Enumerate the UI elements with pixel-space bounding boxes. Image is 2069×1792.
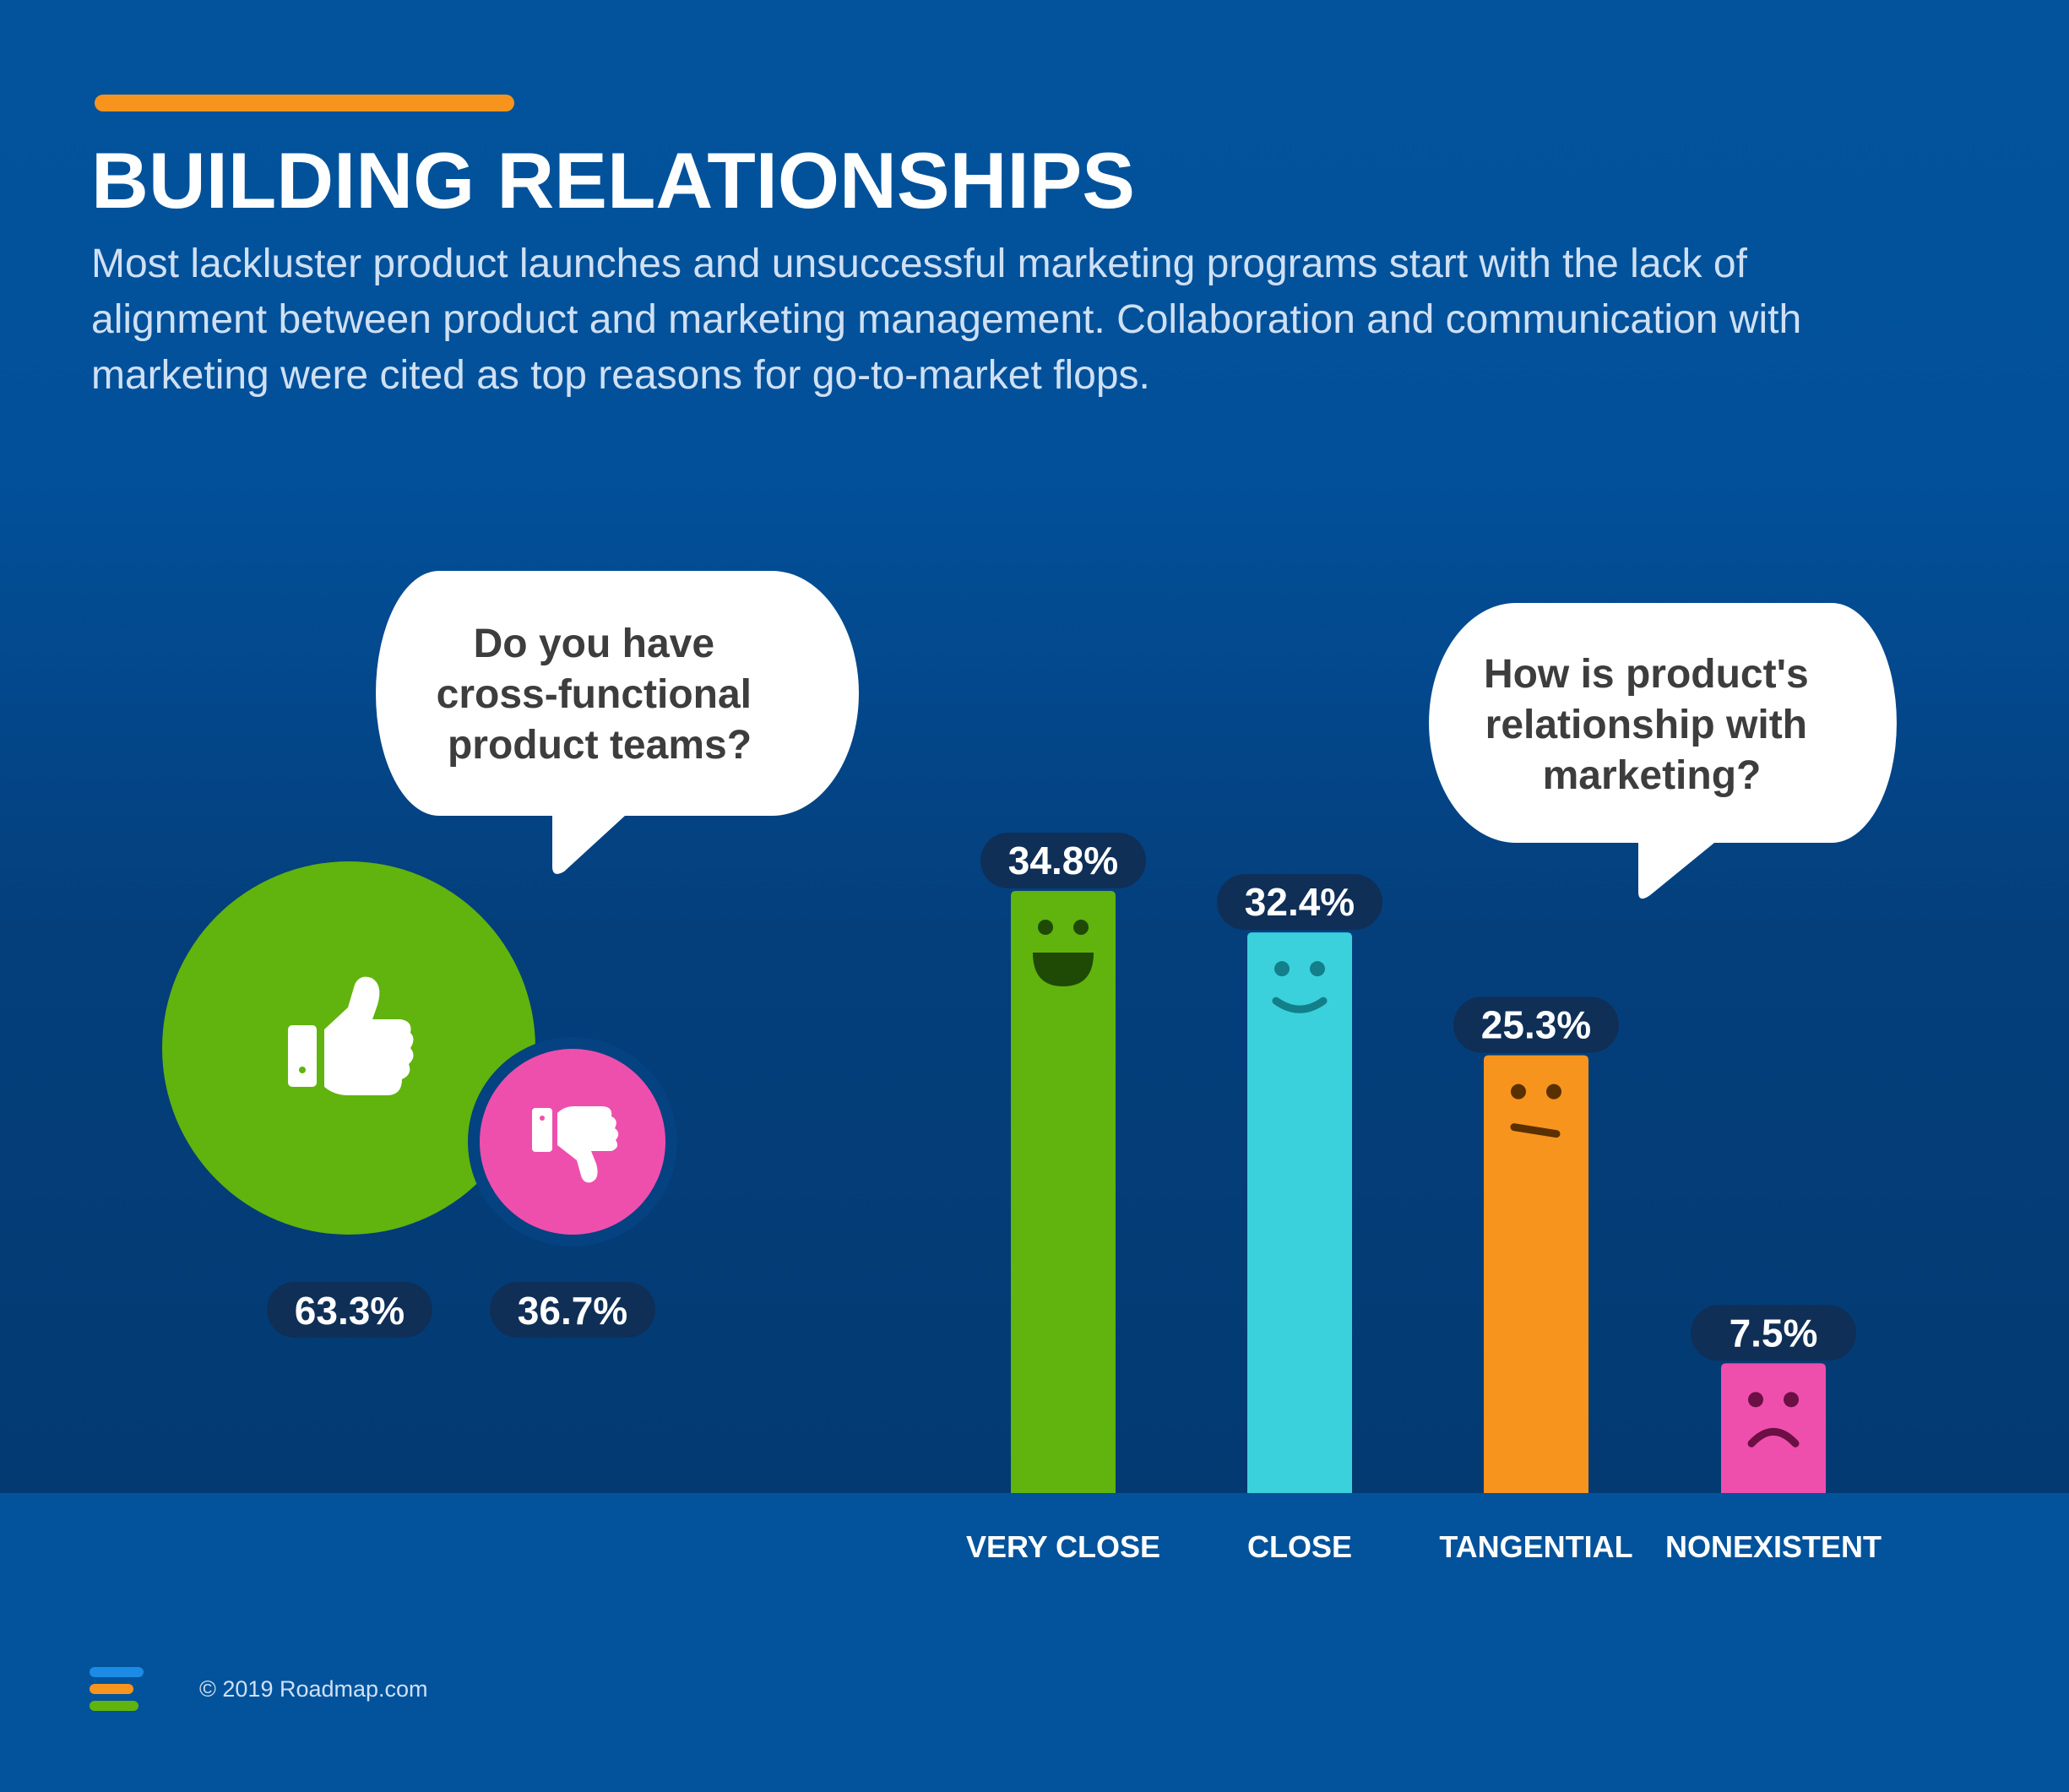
teams-bubble-chart: 63.3% 36.7% [162, 861, 677, 1338]
svg-text:Do you have cross-functi: Do you have cross-functional product tea… [437, 622, 763, 768]
relationship-question-line-1: How is product's [1484, 652, 1809, 697]
big-smile-face-icon [1033, 920, 1094, 986]
teams-question-line-2: cross-functional [437, 672, 752, 717]
category-label: TANGENTIAL [1439, 1529, 1632, 1564]
teams-question-line-3: product teams? [448, 723, 752, 768]
category-label: CLOSE [1247, 1529, 1352, 1564]
logo-stripe-orange [90, 1684, 133, 1694]
bar-value-pill: 7.5% [1691, 1305, 1856, 1361]
bar-value-label: 32.4% [1245, 880, 1355, 924]
category-label: VERY CLOSE [966, 1529, 1160, 1564]
pill-yes: 63.3% [267, 1282, 432, 1338]
title-accent-bar [95, 95, 514, 111]
label-no-value: 36.7% [518, 1289, 627, 1333]
page-subtitle: Most lackluster product launches and uns… [91, 242, 1802, 398]
category-label: NONEXISTENT [1665, 1529, 1882, 1564]
thumbs-up-icon [288, 976, 414, 1095]
thumbs-down-icon [532, 1106, 619, 1183]
page-title: BUILDING RELATIONSHIPS [91, 136, 1135, 225]
copyright-text: © 2019 Roadmap.com [199, 1676, 428, 1702]
bar-value-label: 7.5% [1730, 1311, 1818, 1355]
bar-very-close [1011, 891, 1116, 1493]
relationship-question-line-3: marketing? [1543, 753, 1762, 798]
bar-value-pill: 34.8% [980, 833, 1146, 888]
footer-band [0, 1493, 2069, 1792]
smile-face-icon [1272, 961, 1328, 1013]
bar-close [1247, 932, 1352, 1493]
label-yes-value: 63.3% [295, 1289, 405, 1333]
bar-value-label: 34.8% [1008, 839, 1118, 882]
svg-text:How is product's relatio: How is product's relationship with marke… [1484, 652, 1820, 798]
teams-question-line-1: Do you have [474, 622, 714, 666]
frown-face-icon [1747, 1392, 1800, 1447]
bar-value-label: 25.3% [1481, 1003, 1591, 1047]
relationship-question-bubble: How is product's relationship with marke… [1429, 603, 1897, 899]
teams-question-bubble: Do you have cross-functional product tea… [376, 571, 859, 874]
logo-stripe-blue [90, 1667, 144, 1677]
bar-value-pill: 25.3% [1453, 996, 1619, 1053]
logo-stripe-green [90, 1701, 138, 1711]
bar-tangential [1484, 1055, 1588, 1493]
relationship-question-line-2: relationship with [1485, 703, 1807, 747]
roadmap-logo [90, 1667, 144, 1714]
neutral-face-icon [1510, 1083, 1561, 1138]
bar-value-pill: 32.4% [1217, 874, 1382, 931]
relationship-bar-chart: 34.8% VERY CLOSE 32.4% CLOSE 25.3% TANGENTIAL… [966, 833, 1882, 1564]
pill-no: 36.7% [490, 1282, 655, 1338]
